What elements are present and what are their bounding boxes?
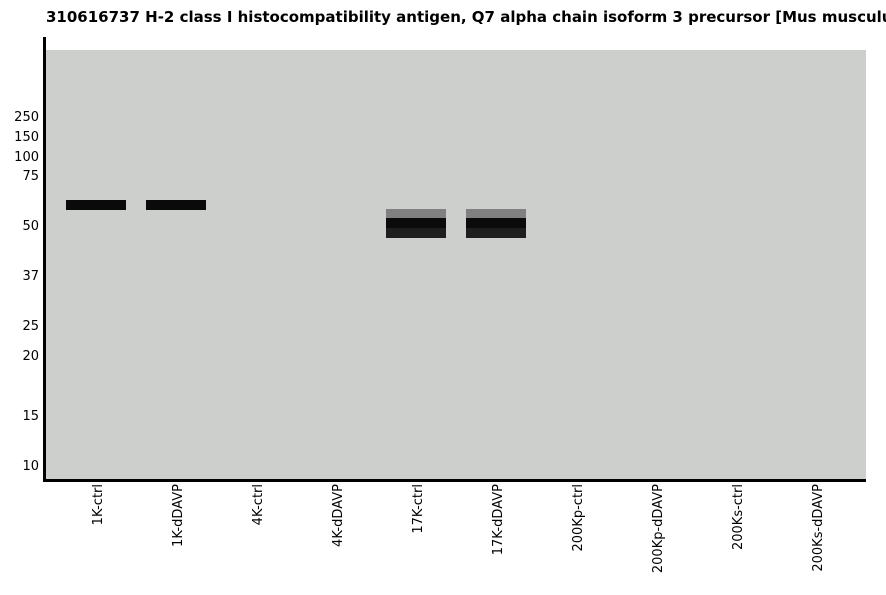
lane-label-1k-ddavp: 1K-dDAVP [138,484,218,547]
y-tick-label-50kda: 50 [22,219,39,234]
lane-label-200ks-ctrl: 200Ks-ctrl [698,484,778,550]
lane-label-text: 17K-ctrl [410,484,426,534]
y-tick-label-100kda: 100 [14,150,39,165]
band-segment [386,209,446,218]
lane-label-text: 4K-ctrl [250,484,266,526]
y-tick-label-15kda: 15 [22,409,39,424]
lane-label-text: 200Kp-ctrl [570,484,586,552]
band-segment [386,218,446,228]
y-axis-line [43,37,46,482]
band-segment [466,218,526,228]
lane-label-text: 200Ks-dDAVP [810,484,826,572]
band-segment [386,228,446,238]
plot-area [46,50,866,479]
lane-label-17k-ddavp: 17K-dDAVP [458,484,538,555]
lane-label-text: 200Kp-dDAVP [650,484,666,574]
x-axis-line [43,479,866,482]
lane-label-4k-ctrl: 4K-ctrl [218,484,298,525]
blot-band-17k-ctrl [386,209,446,238]
blot-band-17k-ddavp [466,209,526,238]
lane-label-text: 17K-dDAVP [490,484,506,556]
lane-label-200kp-ddavp: 200Kp-dDAVP [618,484,698,573]
lane-label-text: 200Ks-ctrl [730,484,746,551]
lane-label-200ks-ddavp: 200Ks-dDAVP [778,484,858,572]
figure-title: 310616737 H-2 class I histocompatibility… [46,8,886,26]
lane-label-200kp-ctrl: 200Kp-ctrl [538,484,618,551]
lane-label-text: 1K-dDAVP [170,484,186,547]
y-tick-label-10kda: 10 [22,459,39,474]
y-tick-label-25kda: 25 [22,319,39,334]
blot-band-1k-ddavp [146,200,206,210]
y-tick-label-250kda: 250 [14,110,39,125]
lane-label-1k-ctrl: 1K-ctrl [58,484,138,525]
band-segment [466,209,526,218]
y-tick-label-37kda: 37 [22,269,39,284]
lane-label-4k-ddavp: 4K-dDAVP [298,484,378,547]
lane-label-17k-ctrl: 17K-ctrl [378,484,458,534]
lane-label-text: 4K-dDAVP [330,484,346,547]
lane-label-text: 1K-ctrl [90,484,106,526]
y-tick-label-20kda: 20 [22,349,39,364]
blot-band-1k-ctrl [66,200,126,210]
band-segment [146,200,206,210]
band-segment [466,228,526,238]
y-tick-label-75kda: 75 [22,169,39,184]
y-tick-label-150kda: 150 [14,130,39,145]
band-segment [66,200,126,210]
